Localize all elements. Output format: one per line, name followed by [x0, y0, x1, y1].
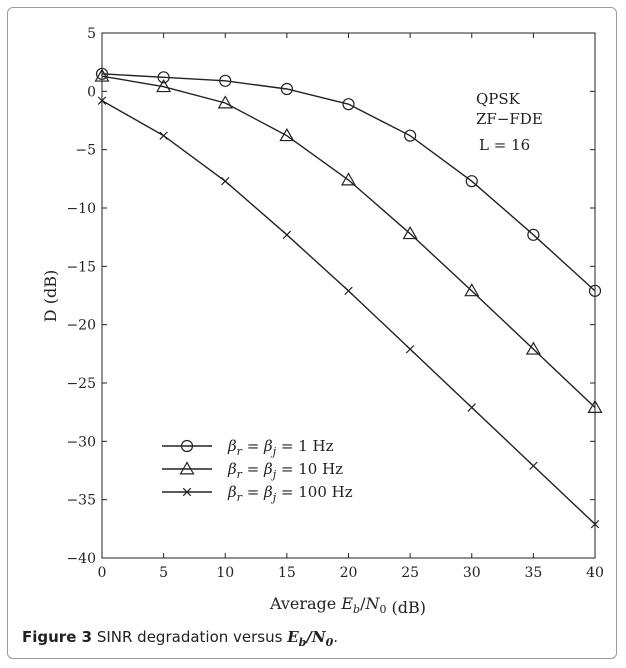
axis-ticks: 0 5 10 15 20 25 30 35 40 5 0 −5 −10 −15 −20 −25 −30 −35 −4…: [66, 26, 603, 581]
x-axis-label: Average Eb/N0 (dB): [269, 594, 426, 617]
circle-marker: [588, 284, 602, 297]
x-marker: [405, 344, 415, 354]
triangle-marker: [587, 399, 603, 413]
y-axis-label: D (dB): [41, 270, 60, 322]
triangle-marker: [525, 341, 541, 355]
y-tick-label: −30: [66, 434, 96, 450]
y-tick-label: −40: [66, 551, 96, 567]
caption-end: .: [333, 628, 338, 646]
series-line-2: [101, 75, 596, 409]
x-tick-label: 30: [463, 565, 481, 581]
figure-frame: [7, 7, 617, 659]
x-marker: [282, 230, 292, 240]
x-tick-label: 25: [401, 565, 419, 581]
triangle-marker: [179, 461, 195, 475]
y-tick-label: −5: [75, 143, 96, 159]
triangle-marker: [464, 283, 480, 297]
circle-marker: [219, 74, 232, 87]
y-tick-label: 0: [87, 84, 96, 100]
circle-marker: [280, 82, 293, 96]
x-marker: [159, 131, 168, 140]
triangle-marker: [340, 172, 357, 186]
triangle-marker: [402, 225, 418, 240]
series-line-1: [101, 73, 596, 292]
circle-marker: [465, 175, 478, 188]
legend-label: βr = βj = 10 Hz: [227, 460, 343, 481]
x-marker: [221, 176, 230, 186]
annotation-zf-fde: ZF−FDE: [476, 110, 543, 128]
x-marker: [182, 487, 192, 497]
annotation-l16: L = 16: [479, 136, 530, 154]
triangle-marker: [156, 78, 172, 93]
triangle-marker: [217, 95, 233, 109]
x-tick-label: 40: [586, 565, 604, 581]
triangle-marker: [94, 68, 110, 82]
x-marker: [467, 403, 476, 412]
caption-text: SINR degradation versus: [96, 628, 288, 646]
series-markers: [94, 67, 603, 529]
annotation-qpsk: QPSK: [476, 90, 521, 108]
circle-marker: [342, 98, 355, 111]
y-tick-label: −35: [66, 493, 96, 509]
x-marker: [529, 461, 538, 471]
circle-marker: [95, 67, 109, 80]
legend-label: βr = βj = 100 Hz: [227, 483, 353, 504]
circle-marker: [404, 129, 417, 142]
x-tick-label: 0: [98, 565, 107, 581]
x-tick-label: 10: [216, 565, 234, 581]
legend-label: βr = βj = 1 Hz: [227, 437, 334, 458]
x-tick-label: 5: [159, 565, 168, 581]
caption-math: Eb/N0: [287, 628, 334, 649]
series-line-3: [101, 100, 596, 525]
y-tick-label: −10: [66, 201, 96, 217]
x-marker: [97, 96, 107, 105]
x-tick-label: 20: [340, 565, 358, 581]
triangle-marker: [279, 127, 295, 142]
x-marker: [590, 519, 600, 529]
y-tick-label: −15: [66, 259, 96, 275]
circle-marker: [527, 228, 540, 241]
circle-marker: [180, 439, 194, 453]
y-tick-label: −20: [66, 318, 96, 334]
x-tick-label: 35: [524, 565, 542, 581]
x-tick-label: 15: [278, 565, 296, 581]
circle-marker: [157, 71, 170, 84]
figure-caption: Figure 3 SINR degradation versus Eb/N0.: [22, 628, 338, 649]
y-tick-label: −25: [66, 376, 96, 392]
caption-label: Figure 3: [22, 628, 93, 646]
x-marker: [344, 286, 353, 296]
y-tick-label: 5: [87, 26, 96, 42]
